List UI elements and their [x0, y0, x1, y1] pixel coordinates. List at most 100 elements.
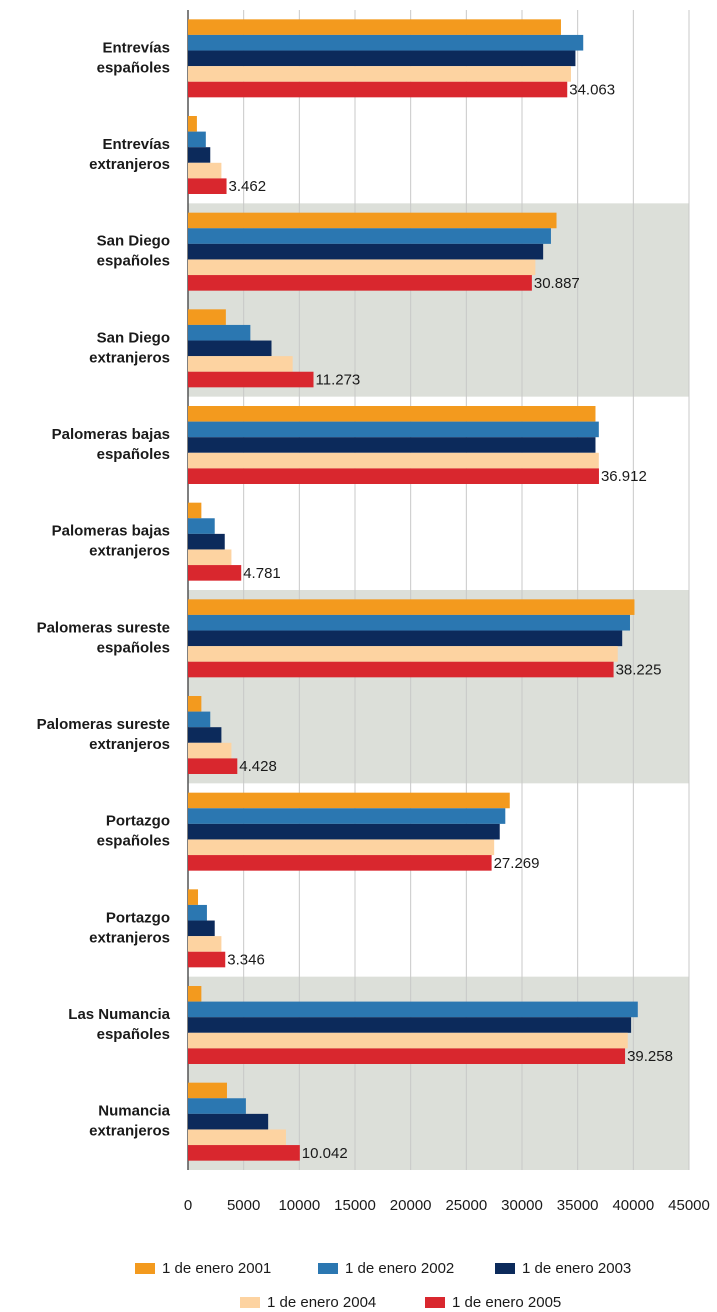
label-line: San Diego	[97, 329, 170, 346]
x-tick-label: 20000	[390, 1197, 432, 1214]
label-line: Palomeras bajas	[52, 426, 170, 443]
bar	[188, 533, 225, 550]
bar	[188, 1048, 626, 1064]
label-line: San Diego	[97, 233, 170, 250]
bar	[188, 324, 251, 341]
label-line: Numancia	[98, 1103, 170, 1120]
category-label: Las Numancia españoles	[68, 1006, 170, 1043]
category-label: Entrevías españoles	[97, 39, 170, 76]
value-label: 11.273	[316, 372, 361, 389]
bar	[188, 1129, 286, 1146]
bar	[188, 549, 232, 566]
bar	[188, 178, 227, 194]
category-label: Portazgo españoles	[97, 813, 170, 850]
label-line: Portazgo	[106, 909, 170, 926]
value-label: 27.269	[494, 855, 540, 872]
value-label: 34.063	[569, 82, 615, 99]
category-label: Entrevías extranjeros	[89, 136, 170, 173]
category-label: Palomeras sureste españoles	[37, 619, 170, 656]
bar	[188, 243, 544, 260]
label-line: Palomeras bajas	[52, 523, 170, 540]
legend-swatch	[495, 1263, 515, 1274]
value-label: 3.346	[227, 952, 265, 969]
bar	[188, 936, 222, 952]
legend-label: 1 de enero 2004	[267, 1294, 376, 1311]
bar	[188, 309, 226, 325]
x-tick-label: 35000	[557, 1197, 599, 1214]
bar	[188, 758, 238, 774]
value-label: 38.225	[616, 662, 662, 679]
x-tick-label: 10000	[278, 1197, 320, 1214]
category-label: San Diego extranjeros	[89, 329, 170, 366]
bar	[188, 742, 232, 759]
category-label: Numancia extranjeros	[89, 1103, 171, 1140]
bar	[188, 452, 599, 469]
label-line: españoles	[97, 1026, 170, 1043]
bar	[188, 839, 495, 856]
bar	[188, 259, 536, 276]
x-tick-label: 25000	[445, 1197, 487, 1214]
bar	[188, 661, 614, 678]
category-label: Palomeras sureste extranjeros	[37, 716, 170, 753]
bar	[188, 340, 272, 357]
bar	[188, 711, 211, 728]
bar	[188, 437, 596, 453]
category-label: Palomeras bajas españoles	[52, 426, 170, 463]
bar	[188, 502, 202, 519]
value-label: 36.912	[601, 468, 647, 485]
bar	[188, 1082, 227, 1099]
label-line: españoles	[97, 446, 170, 463]
label-line: extranjeros	[89, 543, 170, 560]
label-line: Portazgo	[106, 813, 170, 830]
bar	[188, 855, 492, 871]
bar	[188, 1098, 246, 1114]
bar	[188, 421, 599, 438]
x-tick-label: 45000	[668, 1197, 710, 1214]
bar	[188, 468, 599, 484]
bar	[188, 50, 576, 67]
label-line: Palomeras sureste	[37, 619, 170, 636]
category-label: Palomeras bajas extranjeros	[52, 523, 170, 560]
bar	[188, 986, 202, 1002]
bar	[188, 131, 206, 148]
bar	[188, 904, 207, 921]
label-line: Entrevías	[102, 39, 170, 56]
value-label: 10.042	[302, 1145, 348, 1162]
bar	[188, 951, 226, 968]
label-line: extranjeros	[89, 349, 170, 366]
bar	[188, 823, 500, 840]
label-line: extranjeros	[89, 156, 170, 173]
legend-label: 1 de enero 2005	[452, 1294, 561, 1311]
bar	[188, 228, 551, 244]
bar	[188, 34, 584, 51]
category-label: San Diego españoles	[97, 233, 170, 270]
bar	[188, 1001, 638, 1018]
legend-swatch	[318, 1263, 338, 1274]
bar	[188, 727, 222, 743]
bar	[188, 599, 635, 615]
bar	[188, 792, 510, 809]
x-tick-label: 30000	[501, 1197, 543, 1214]
bar	[188, 162, 222, 179]
legend-label: 1 de enero 2002	[345, 1260, 454, 1277]
value-label: 4.428	[239, 758, 277, 775]
label-line: españoles	[97, 59, 170, 76]
bar	[188, 147, 211, 163]
value-label: 30.887	[534, 275, 580, 292]
bar	[188, 630, 623, 647]
bar	[188, 614, 630, 631]
bar	[188, 808, 506, 824]
label-line: Las Numancia	[68, 1006, 170, 1023]
label-line: españoles	[97, 253, 170, 270]
label-line: Entrevías	[102, 136, 170, 153]
legend-swatch	[425, 1297, 445, 1308]
bar	[188, 116, 197, 132]
category-label: Portazgo extranjeros	[89, 909, 170, 946]
bar	[188, 66, 571, 82]
bar	[188, 518, 215, 534]
bar	[188, 1017, 632, 1033]
bar	[188, 1113, 269, 1130]
bar	[188, 646, 618, 662]
x-tick-label: 5000	[227, 1197, 260, 1214]
